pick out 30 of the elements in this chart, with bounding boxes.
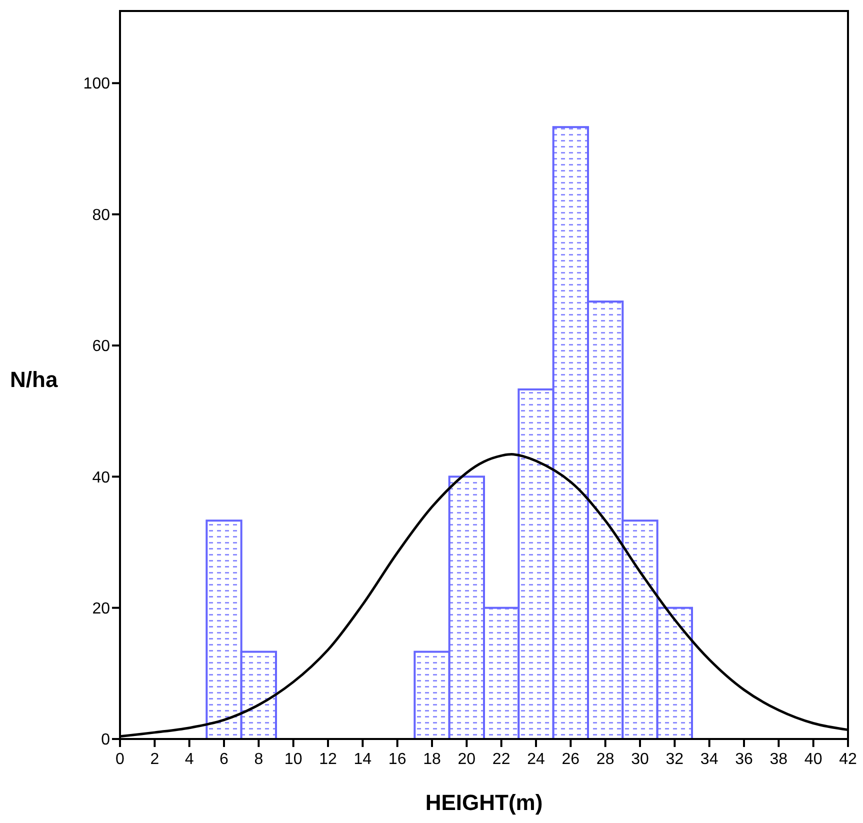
x-tick-label: 4: [184, 751, 194, 768]
y-tick-label: 0: [101, 732, 110, 749]
x-tick-label: 24: [527, 751, 545, 768]
x-tick-label: 14: [354, 751, 372, 768]
x-tick-label: 28: [596, 751, 614, 768]
y-tick-label: 60: [92, 338, 110, 356]
x-tick-label: 2: [150, 751, 160, 768]
y-tick-label: 100: [83, 76, 110, 93]
x-tick-label: 12: [319, 751, 337, 768]
x-tick-label: 20: [458, 751, 476, 768]
x-tick-label: 36: [735, 751, 753, 768]
y-tick-label: 80: [92, 206, 110, 224]
x-tick-label: 10: [284, 751, 302, 768]
x-tick-label: 30: [631, 751, 649, 768]
x-tick-label: 6: [220, 751, 229, 768]
x-tick-label: 26: [562, 751, 580, 768]
x-tick-label: 32: [666, 751, 684, 768]
y-tick-label: 20: [92, 600, 110, 618]
x-tick-label: 22: [492, 751, 510, 768]
x-tick-label: 42: [839, 751, 857, 768]
x-tick-label: 8: [254, 751, 264, 768]
x-tick-label: 0: [116, 751, 125, 768]
x-tick-label: 38: [770, 751, 788, 768]
x-tick-label: 34: [700, 751, 718, 768]
y-tick-label: 40: [92, 469, 110, 486]
x-tick-label: 40: [804, 751, 822, 768]
x-tick-label: 18: [423, 751, 441, 768]
x-tick-label: 16: [388, 751, 406, 768]
y-axis-title: N/ha: [10, 367, 58, 392]
x-axis-title: HEIGHT(m): [425, 790, 543, 815]
